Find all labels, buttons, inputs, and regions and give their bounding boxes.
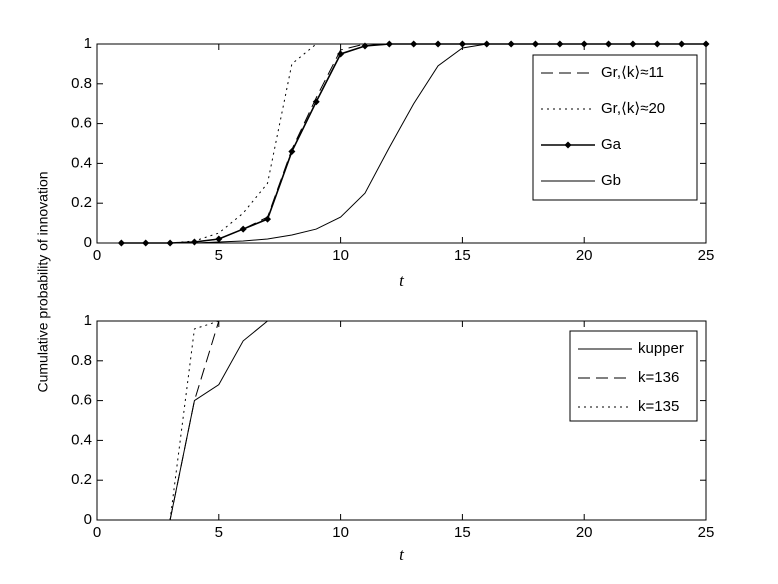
x-tick-label: 15	[454, 247, 471, 264]
series-marker	[239, 225, 247, 233]
legend-marker	[564, 141, 572, 149]
x-tick-label: 10	[332, 524, 349, 541]
series-marker	[458, 40, 466, 48]
y-tick-label: 0.6	[71, 392, 92, 409]
legend-box	[569, 330, 698, 422]
legend-box	[532, 54, 698, 201]
series-marker	[337, 50, 345, 58]
x-tick-label: 0	[93, 247, 101, 264]
y-tick-label: 0.2	[71, 194, 92, 211]
x-axis-label: t	[399, 545, 405, 564]
x-tick-label: 25	[698, 247, 715, 264]
y-tick-label: 0.8	[71, 352, 92, 369]
legend-label: k=135	[638, 398, 679, 415]
legend-label: Gr,⟨k⟩≈20	[601, 100, 665, 117]
series-marker	[361, 42, 369, 50]
series-marker	[264, 215, 272, 223]
x-tick-label: 25	[698, 524, 715, 541]
x-tick-label: 5	[215, 524, 223, 541]
legend-label: kupper	[638, 340, 684, 357]
y-tick-label: 0.8	[71, 75, 92, 92]
y-tick-label: 0.4	[71, 431, 92, 448]
x-tick-label: 20	[576, 524, 593, 541]
series-marker	[410, 40, 418, 48]
x-tick-label: 15	[454, 524, 471, 541]
series-marker	[215, 235, 223, 243]
series-marker	[385, 40, 393, 48]
x-axis-label: t	[399, 271, 405, 290]
series-line	[169, 320, 268, 521]
series-marker	[288, 147, 296, 155]
y-tick-label: 1	[84, 312, 92, 329]
x-tick-label: 5	[215, 247, 223, 264]
legend-label: k=136	[638, 369, 679, 386]
series-line	[121, 43, 706, 244]
y-tick-label: 0	[84, 234, 92, 251]
y-tick-label: 0.6	[71, 115, 92, 132]
series-marker	[190, 238, 198, 246]
x-tick-label: 0	[93, 524, 101, 541]
legend-label: Gb	[601, 172, 621, 189]
y-tick-label: 0	[84, 511, 92, 528]
series-marker	[434, 40, 442, 48]
y-tick-label: 1	[84, 35, 92, 52]
x-tick-label: 10	[332, 247, 349, 264]
y-tick-label: 0.2	[71, 471, 92, 488]
series-marker	[312, 98, 320, 106]
legend-label: Ga	[601, 136, 622, 153]
legend-label: Gr,⟨k⟩≈11	[601, 64, 664, 81]
y-axis-label: Cumulative probability of innovation	[35, 171, 51, 392]
x-tick-label: 20	[576, 247, 593, 264]
y-tick-label: 0.4	[71, 154, 92, 171]
